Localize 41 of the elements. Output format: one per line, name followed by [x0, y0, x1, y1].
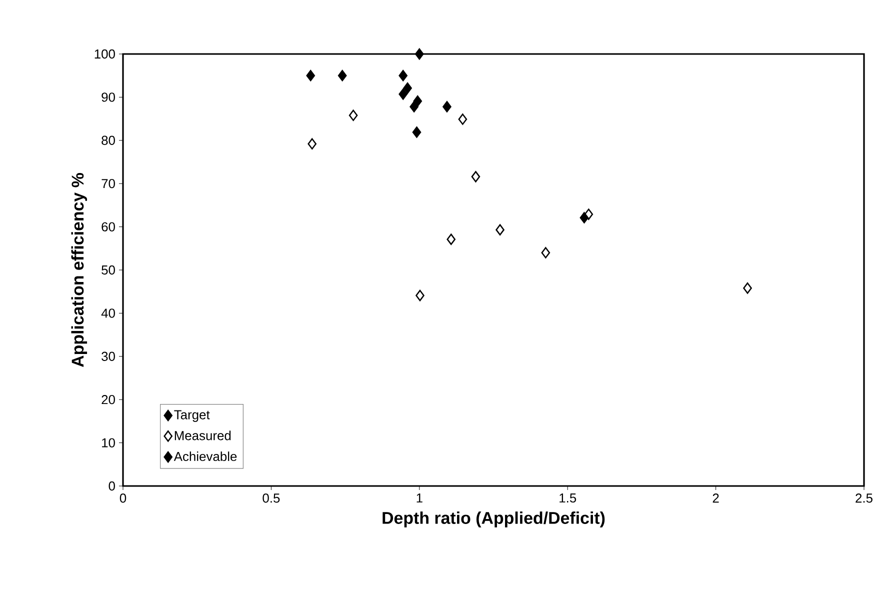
legend-label: Measured	[174, 430, 231, 440]
y-axis-title: Application efficiency %	[71, 173, 88, 367]
point	[496, 224, 504, 236]
y-tick-label: 60	[102, 222, 115, 232]
point	[580, 212, 589, 224]
y-tick-label: 30	[102, 352, 115, 361]
point	[398, 70, 408, 82]
y-tick-label: 0	[108, 481, 115, 491]
point	[442, 101, 452, 112]
point	[338, 70, 347, 82]
point	[398, 88, 408, 100]
y-tick-label: 10	[102, 438, 115, 448]
point	[403, 82, 412, 94]
point	[541, 247, 550, 258]
point	[306, 70, 316, 82]
y-tick-label: 100	[94, 49, 115, 59]
x-tick-label: 2.5	[856, 494, 872, 503]
point	[458, 114, 468, 125]
point	[446, 234, 456, 245]
x-tick-label: 1.5	[560, 494, 576, 503]
x-tick-label: 0	[120, 494, 126, 503]
point	[416, 290, 424, 302]
legend-label: Achievable	[174, 452, 237, 462]
point	[410, 101, 418, 112]
x-tick-label: 1	[416, 494, 422, 502]
y-tick-label: 70	[102, 179, 115, 188]
point	[348, 110, 358, 121]
x-axis-title: Depth ratio (Applied/Deficit)	[382, 512, 605, 528]
point	[471, 171, 480, 182]
y-tick-label: 50	[102, 265, 115, 275]
legend-label: Target	[174, 410, 210, 422]
point	[308, 138, 317, 150]
point	[415, 48, 424, 60]
y-tick-label: 90	[102, 92, 115, 102]
point	[412, 126, 422, 138]
y-tick-label: 40	[101, 308, 115, 318]
y-tick-label: 80	[102, 136, 115, 145]
y-tick-label: 20	[102, 395, 115, 404]
x-tick-label: 0.5	[262, 494, 280, 503]
point	[743, 282, 752, 294]
x-tick-label: 2	[712, 494, 719, 503]
